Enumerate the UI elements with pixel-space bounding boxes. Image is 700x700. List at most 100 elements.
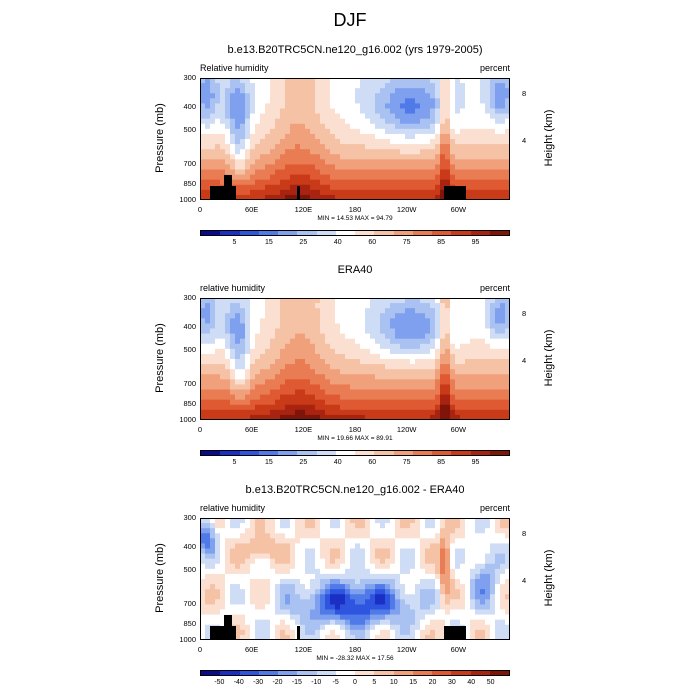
colorbar	[200, 670, 510, 676]
variable-label: relative humidity	[200, 283, 266, 293]
contour-field	[200, 78, 510, 200]
min-max-label: MIN = 14.53 MAX = 94.79	[317, 215, 393, 222]
colorbar-label: -10	[311, 679, 322, 686]
height-tick: 8	[522, 88, 527, 98]
colorbar-label: 20	[428, 679, 437, 686]
pressure-tick: 850	[183, 618, 196, 628]
height-tick: 4	[522, 576, 527, 586]
longitude-tick: 180	[348, 645, 362, 654]
colorbar-swatch	[393, 671, 413, 675]
figure-title: DJF	[333, 10, 367, 30]
colorbar-swatch	[374, 671, 394, 675]
colorbar-swatch	[335, 451, 355, 455]
colorbar-swatch	[489, 451, 509, 455]
colorbar	[200, 230, 510, 236]
colorbar-label: -20	[272, 679, 283, 686]
plot-frame	[200, 518, 510, 640]
colorbar-label: -50	[214, 679, 225, 686]
colorbar-swatch	[258, 671, 278, 675]
colorbar-label: 60	[368, 239, 377, 246]
colorbar-swatch	[220, 451, 240, 455]
colorbar-label: 5	[372, 679, 377, 686]
colorbar-swatch	[432, 451, 452, 455]
pressure-tick: 1000	[179, 415, 196, 424]
longitude-tick: 120E	[294, 425, 313, 434]
land-mask	[210, 186, 236, 200]
pressure-tick: 1000	[179, 195, 196, 204]
pressure-axis-label: Pressure (mb)	[154, 543, 166, 613]
height-tick: 8	[522, 528, 527, 538]
pressure-tick: 400	[183, 102, 196, 112]
min-max-label: MIN = -28.32 MAX = 17.56	[316, 655, 394, 662]
colorbar-swatch	[412, 451, 432, 455]
colorbar-swatch	[278, 451, 298, 455]
colorbar-swatch	[374, 451, 394, 455]
colorbar-label: 5	[232, 239, 237, 246]
pressure-tick: 850	[183, 178, 196, 188]
colorbar-label: 95	[471, 459, 480, 466]
longitude-tick: 0	[197, 425, 203, 434]
units-label: percent	[479, 283, 510, 293]
pressure-tick: 500	[183, 344, 196, 354]
pressure-axis-label: Pressure (mb)	[154, 323, 166, 393]
colorbar-swatch	[432, 671, 452, 675]
longitude-tick: 120E	[294, 645, 313, 654]
colorbar-label: 0	[353, 679, 357, 686]
colorbar	[200, 450, 510, 456]
longitude-tick: 60E	[244, 205, 259, 214]
colorbar-label: 85	[437, 459, 445, 466]
colorbar-label: 25	[299, 459, 308, 466]
pressure-tick: 700	[183, 598, 196, 608]
height-tick: 4	[522, 356, 527, 366]
colorbar-swatch	[412, 671, 432, 675]
pressure-tick: 700	[183, 378, 196, 388]
land-mask	[224, 175, 232, 200]
pressure-tick: 400	[183, 322, 196, 332]
pressure-axis-label: Pressure (mb)	[154, 103, 166, 173]
colorbar-label: -40	[233, 679, 244, 686]
panel-title: b.e13.B20TRC5CN.ne120_g16.002 - ERA40	[245, 484, 465, 496]
colorbar-swatch	[201, 451, 221, 455]
colorbar-label: 25	[299, 239, 308, 246]
contour-plot	[200, 78, 510, 200]
land-mask	[210, 626, 236, 640]
colorbar-swatch	[278, 671, 298, 675]
pressure-tick: 300	[183, 513, 196, 522]
colorbar-swatch	[297, 451, 317, 455]
colorbar-label: -30	[253, 679, 264, 686]
colorbar-swatch	[297, 671, 317, 675]
pressure-tick: 400	[183, 542, 196, 552]
height-tick: 8	[522, 308, 527, 318]
colorbar-swatch	[201, 231, 221, 235]
colorbar-swatch	[451, 671, 471, 675]
colorbar-swatch	[470, 451, 490, 455]
pressure-tick: 700	[183, 158, 196, 168]
longitude-tick: 120W	[396, 205, 417, 214]
height-axis-label: Height (km)	[543, 109, 555, 167]
contour-field	[200, 518, 510, 640]
land-mask	[297, 186, 300, 200]
longitude-tick: 60W	[450, 205, 467, 214]
colorbar-swatch	[470, 671, 490, 675]
colorbar-swatch	[239, 231, 259, 235]
colorbar-label: 95	[471, 239, 480, 246]
height-tick: 4	[522, 136, 527, 146]
longitude-tick: 60W	[450, 645, 467, 654]
panel-title: b.e13.B20TRC5CN.ne120_g16.002 (yrs 1979-…	[227, 44, 483, 56]
colorbar-swatch	[412, 231, 432, 235]
colorbar-swatch	[239, 451, 259, 455]
pressure-tick: 500	[183, 564, 196, 574]
colorbar-swatch	[489, 231, 509, 235]
colorbar-swatch	[258, 451, 278, 455]
land-mask	[297, 626, 300, 640]
pressure-tick: 500	[183, 124, 196, 134]
height-axis-label: Height (km)	[543, 549, 555, 607]
pressure-tick: 1000	[179, 635, 196, 644]
colorbar-swatch	[297, 231, 317, 235]
plot-frame	[200, 298, 510, 420]
colorbar-swatch	[335, 671, 355, 675]
longitude-tick: 180	[348, 205, 362, 214]
colorbar-label: 10	[389, 679, 398, 686]
colorbar-swatch	[220, 671, 240, 675]
colorbar-swatch	[393, 451, 413, 455]
